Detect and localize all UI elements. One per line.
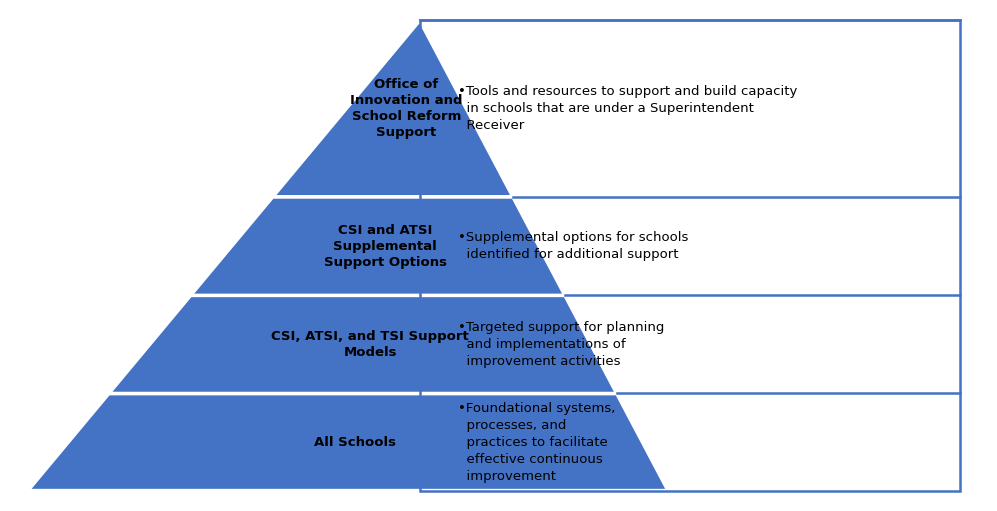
- Text: CSI, ATSI, and TSI Support
Models: CSI, ATSI, and TSI Support Models: [271, 330, 470, 359]
- Text: •Tools and resources to support and build capacity
  in schools that are under a: •Tools and resources to support and buil…: [458, 85, 797, 132]
- Polygon shape: [109, 295, 617, 393]
- Text: •Supplemental options for schools
  identified for additional support: •Supplemental options for schools identi…: [458, 231, 688, 261]
- Text: Office of
Innovation and
School Reform
Support: Office of Innovation and School Reform S…: [350, 78, 463, 139]
- Text: All Schools: All Schools: [314, 435, 397, 449]
- Text: CSI and ATSI
Supplemental
Support Options: CSI and ATSI Supplemental Support Option…: [324, 223, 447, 269]
- Polygon shape: [28, 393, 668, 491]
- Text: •Targeted support for planning
  and implementations of
  improvement activities: •Targeted support for planning and imple…: [458, 321, 664, 368]
- Bar: [420, 20, 960, 491]
- Polygon shape: [273, 20, 512, 197]
- Polygon shape: [190, 197, 565, 295]
- Text: •Foundational systems,
  processes, and
  practices to facilitate
  effective co: •Foundational systems, processes, and pr…: [458, 402, 615, 482]
